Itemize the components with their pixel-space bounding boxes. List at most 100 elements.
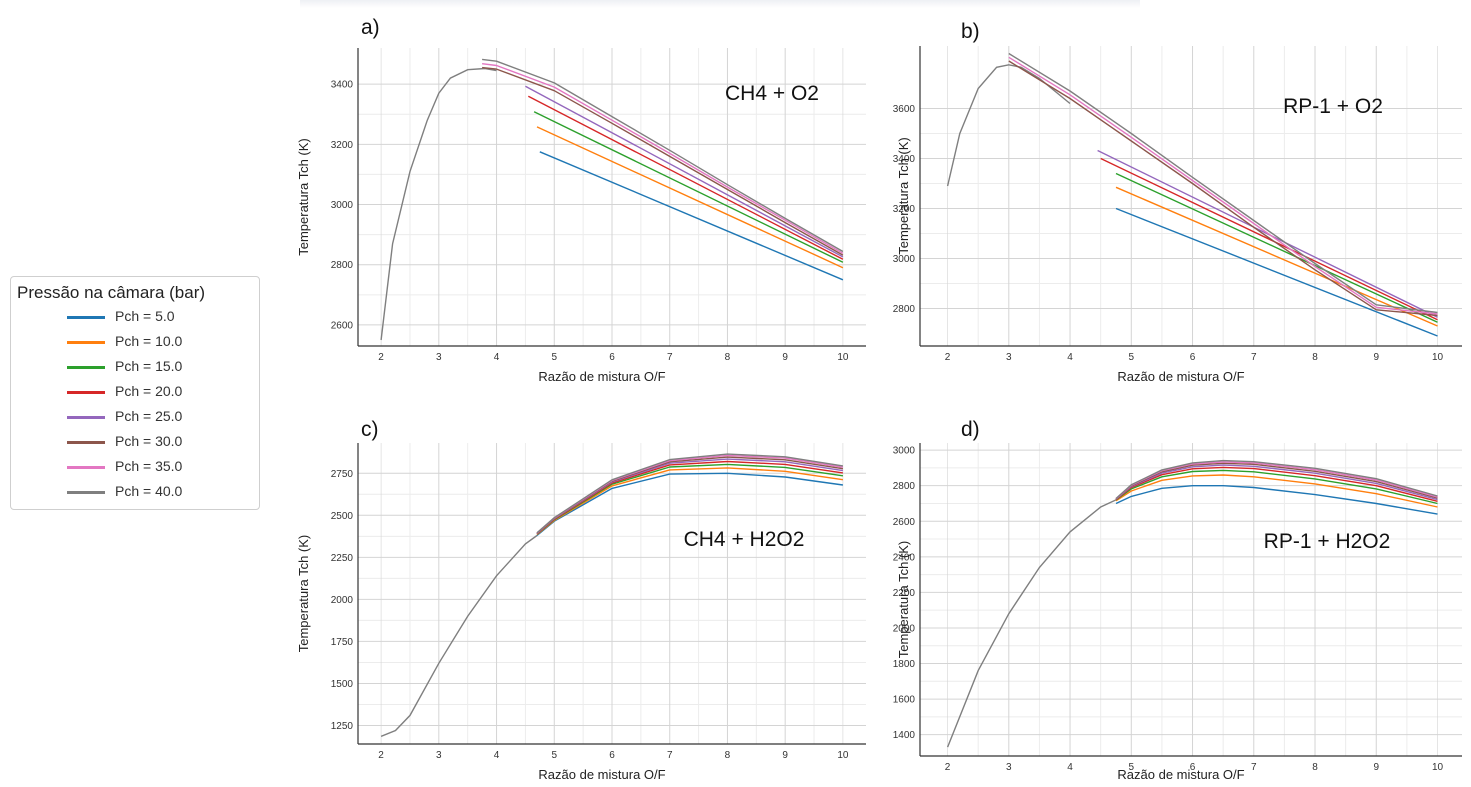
x-tick-label: 10	[1432, 352, 1444, 363]
chart-title: CH4 + O2	[725, 82, 819, 105]
legend-swatch	[67, 341, 105, 344]
x-tick-label: 7	[667, 750, 673, 761]
x-tick-label: 3	[1006, 762, 1012, 773]
series-line-shared	[946, 64, 1071, 187]
y-tick-label: 1800	[893, 659, 916, 670]
legend-label: Pch = 40.0	[115, 483, 183, 499]
x-tick-label: 5	[551, 750, 557, 761]
x-tick-label: 2	[945, 352, 951, 363]
series-line	[1115, 459, 1438, 500]
y-tick-label: 2750	[331, 469, 354, 480]
y-tick-label: 1250	[331, 721, 354, 732]
x-tick-label: 5	[551, 352, 557, 363]
legend-label: Pch = 25.0	[115, 408, 183, 424]
y-axis-label: Temperatura Tch (K)	[896, 541, 911, 659]
x-tick-label: 3	[436, 750, 442, 761]
y-tick-label: 2500	[331, 511, 354, 522]
x-axis-label: Razão de mistura O/F	[1117, 369, 1244, 384]
y-tick-label: 2800	[893, 481, 916, 492]
x-tick-label: 6	[609, 352, 615, 363]
series-line	[1115, 207, 1438, 337]
legend-label: Pch = 15.0	[115, 358, 183, 374]
y-tick-label: 2000	[893, 623, 916, 634]
series-line	[536, 126, 844, 269]
y-tick-label: 3400	[893, 154, 916, 165]
x-tick-label: 2	[378, 750, 384, 761]
x-tick-label: 9	[782, 750, 788, 761]
legend-swatch	[67, 416, 105, 419]
legend-swatch	[67, 466, 105, 469]
series-line	[533, 111, 844, 263]
x-tick-label: 4	[494, 352, 500, 363]
x-axis-label: Razão de mistura O/F	[538, 767, 665, 782]
series-line	[482, 66, 844, 256]
legend-title: Pressão na câmara (bar)	[17, 283, 206, 302]
x-tick-label: 2	[378, 352, 384, 363]
y-tick-label: 2200	[893, 588, 916, 599]
x-tick-label: 10	[1432, 762, 1444, 773]
legend-swatch	[67, 391, 105, 394]
series-line	[1008, 52, 1438, 314]
series-line	[1115, 469, 1438, 505]
series-line-shared	[946, 499, 1117, 748]
legend-swatch	[67, 316, 105, 319]
y-axis-label: Temperatura Tch (K)	[296, 138, 311, 256]
legend: Pressão na câmara (bar) Pch = 5.0 Pch = …	[10, 276, 260, 510]
series-line	[1115, 485, 1438, 515]
y-axis-label: Temperatura Tch (K)	[296, 535, 311, 653]
series-line	[1100, 157, 1438, 321]
x-tick-label: 7	[1251, 352, 1257, 363]
x-tick-label: 3	[436, 352, 442, 363]
series-line-shared	[380, 67, 497, 341]
x-tick-label: 6	[609, 750, 615, 761]
chart-panel: 2 3 4 5 6 7 8 9 10 2800 3000 3200 3400 3600 Razão de m…	[893, 46, 1462, 384]
x-tick-label: 4	[494, 750, 500, 761]
x-tick-label: 8	[1312, 762, 1318, 773]
x-tick-label: 5	[1129, 352, 1135, 363]
series-line	[482, 58, 844, 253]
x-tick-label: 10	[837, 750, 849, 761]
y-tick-label: 3200	[331, 140, 354, 151]
y-tick-label: 1750	[331, 637, 354, 648]
series-line	[1115, 172, 1438, 323]
legend-swatch	[67, 491, 105, 494]
series-line-shared	[380, 534, 538, 738]
y-tick-label: 2400	[893, 552, 916, 563]
legend-swatch	[67, 366, 105, 369]
panel-label-a: a)	[361, 16, 380, 39]
x-tick-label: 4	[1067, 352, 1073, 363]
legend-label: Pch = 5.0	[115, 308, 175, 324]
chart-title: RP-1 + H2O2	[1264, 530, 1391, 553]
chart-title: CH4 + H2O2	[684, 528, 805, 551]
x-tick-label: 9	[782, 352, 788, 363]
y-tick-label: 2000	[331, 595, 354, 606]
y-tick-label: 2600	[893, 517, 916, 528]
series-line	[1008, 56, 1438, 315]
x-tick-label: 7	[667, 352, 673, 363]
chart-panel: 2 3 4 5 6 7 8 9 10 1250 1500 1750 2000 2250 2500 2750 Ra…	[296, 443, 866, 782]
chart-panel: 2 3 4 5 6 7 8 9 10 1400 1600 1800 2000 2200 2400 2600 28…	[893, 443, 1462, 782]
legend-label: Pch = 35.0	[115, 458, 183, 474]
panel-label-c: c)	[361, 418, 379, 441]
series-line	[482, 63, 844, 254]
x-tick-label: 6	[1190, 352, 1196, 363]
y-tick-label: 3600	[893, 104, 916, 115]
x-tick-label: 4	[1067, 762, 1073, 773]
y-tick-label: 2800	[331, 260, 354, 271]
x-tick-label: 2	[945, 762, 951, 773]
series-line	[1115, 186, 1438, 327]
x-tick-label: 9	[1373, 352, 1379, 363]
y-tick-label: 3200	[893, 204, 916, 215]
x-axis-label: Razão de mistura O/F	[1117, 767, 1244, 782]
y-tick-label: 1600	[893, 695, 916, 706]
chart-panel: 2 3 4 5 6 7 8 9 10 2600 2800 3000 3200 3400 Razão de m…	[296, 48, 866, 384]
series-line	[527, 95, 844, 260]
series-line	[1008, 60, 1438, 317]
y-tick-label: 3000	[893, 254, 916, 265]
top-shade	[300, 0, 1140, 8]
series-line	[539, 151, 844, 281]
series-line	[1115, 464, 1438, 501]
x-tick-label: 10	[837, 352, 849, 363]
legend-label: Pch = 10.0	[115, 333, 183, 349]
